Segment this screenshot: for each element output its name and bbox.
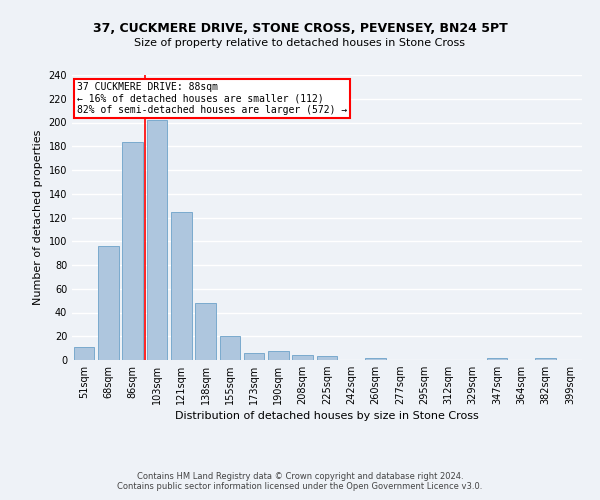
Bar bbox=[122, 142, 143, 360]
Text: Contains public sector information licensed under the Open Government Licence v3: Contains public sector information licen… bbox=[118, 482, 482, 491]
Bar bbox=[268, 350, 289, 360]
Bar bbox=[292, 355, 313, 360]
Text: Size of property relative to detached houses in Stone Cross: Size of property relative to detached ho… bbox=[134, 38, 466, 48]
Bar bbox=[487, 358, 508, 360]
Bar bbox=[195, 303, 216, 360]
Bar bbox=[98, 246, 119, 360]
Text: 37, CUCKMERE DRIVE, STONE CROSS, PEVENSEY, BN24 5PT: 37, CUCKMERE DRIVE, STONE CROSS, PEVENSE… bbox=[92, 22, 508, 36]
Text: Contains HM Land Registry data © Crown copyright and database right 2024.: Contains HM Land Registry data © Crown c… bbox=[137, 472, 463, 481]
Y-axis label: Number of detached properties: Number of detached properties bbox=[33, 130, 43, 305]
Bar bbox=[365, 358, 386, 360]
Bar bbox=[146, 120, 167, 360]
Bar bbox=[244, 353, 265, 360]
Bar bbox=[317, 356, 337, 360]
Bar bbox=[74, 347, 94, 360]
Bar bbox=[220, 336, 240, 360]
Bar bbox=[535, 358, 556, 360]
Text: 37 CUCKMERE DRIVE: 88sqm
← 16% of detached houses are smaller (112)
82% of semi-: 37 CUCKMERE DRIVE: 88sqm ← 16% of detach… bbox=[77, 82, 347, 116]
Bar bbox=[171, 212, 191, 360]
X-axis label: Distribution of detached houses by size in Stone Cross: Distribution of detached houses by size … bbox=[175, 412, 479, 422]
